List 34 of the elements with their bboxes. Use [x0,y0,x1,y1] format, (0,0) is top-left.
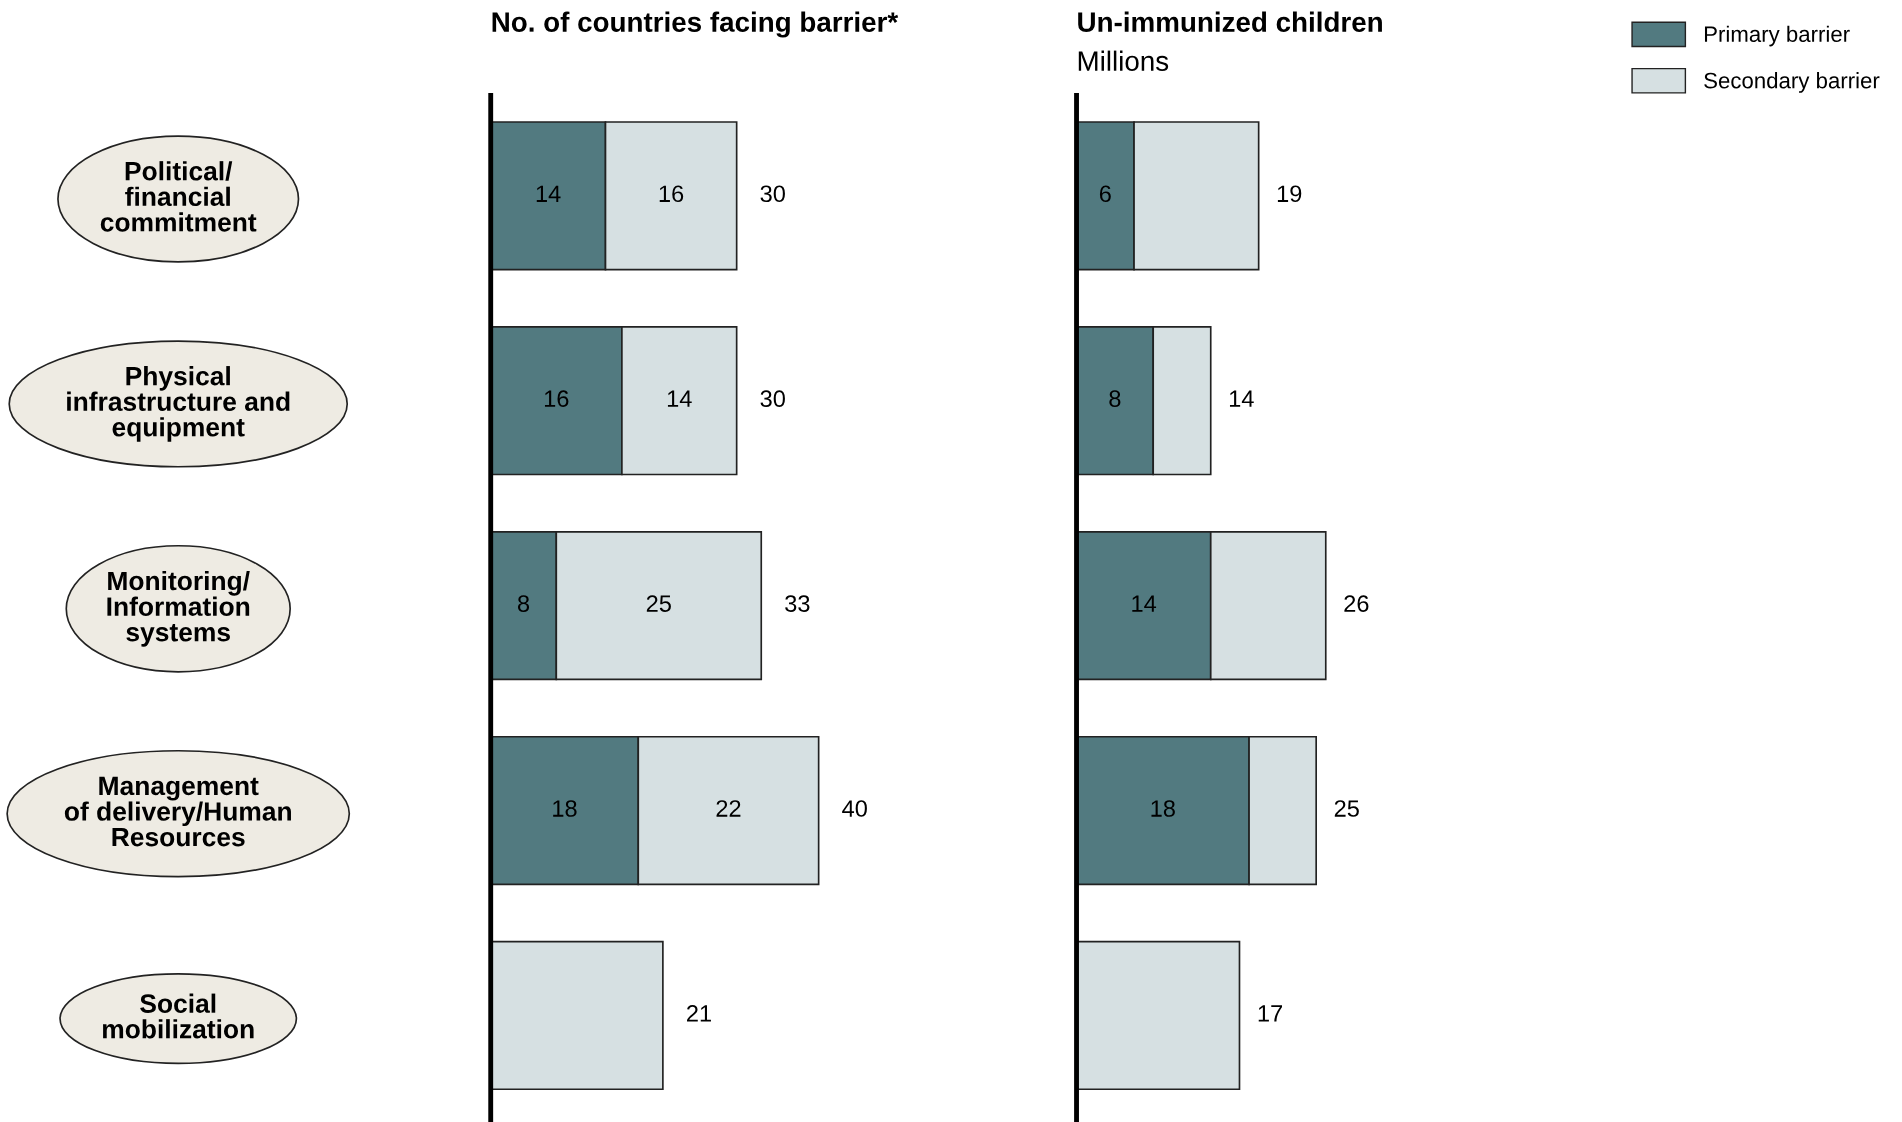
total-label: 40 [842,800,867,817]
data-label: 6 [1099,185,1111,203]
total-label: 17 [1258,1005,1283,1022]
data-label: 22 [716,800,741,817]
data-label: 16 [659,185,684,203]
data-label: 25 [646,595,671,612]
y-tick-label: Monitoring/ Information systems [107,570,250,647]
total-label: 14 [1229,390,1254,407]
total-label: 21 [687,1005,711,1022]
y-tick-label: Physical infrastructure and equipment [67,366,290,442]
data-label: 8 [517,595,530,612]
data-label: 18 [553,800,577,817]
data-label: 18 [1151,800,1175,817]
total-label: 30 [760,185,785,203]
y-tick-label: Social mobilization [103,993,254,1039]
y-tick-label: Management of delivery/Human Resources [64,776,291,847]
data-label: 14 [667,390,692,407]
legend-label: Primary barrier [1704,25,1850,47]
total-label: 30 [760,390,785,408]
bar [490,940,664,1091]
legend-label: Secondary barrier [1704,72,1880,93]
total-label: 26 [1344,595,1369,612]
chart-subtitle: Millions [1078,50,1169,71]
data-label: 14 [1132,595,1157,612]
data-label: 8 [1109,390,1121,408]
data-label: 14 [536,185,561,202]
total-label: 33 [785,595,810,612]
bar [1076,940,1241,1091]
total-label: 19 [1277,185,1302,203]
total-label: 25 [1334,800,1359,817]
data-label: 16 [544,390,569,408]
chart-title: No. of countries facing barrier* [492,11,899,38]
y-tick-label: Political/ financial commitment [100,161,257,232]
chart-title: Un-immunized children [1078,11,1382,32]
